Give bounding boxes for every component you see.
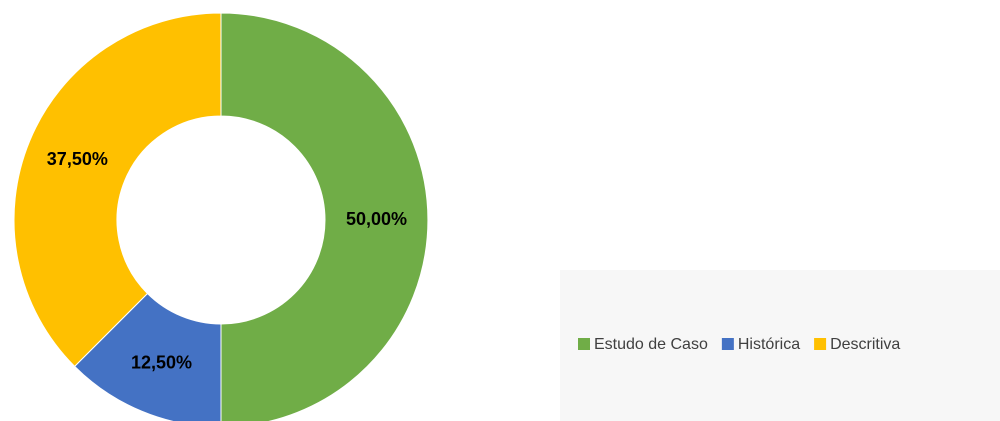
data-label: 50,00% (346, 209, 407, 229)
legend-box (560, 270, 1000, 421)
legend-label: Descritiva (830, 336, 900, 353)
legend-label: Estudo de Caso (594, 336, 708, 353)
data-label: 37,50% (47, 149, 108, 169)
legend-swatch (721, 338, 734, 350)
legend-label: Histórica (738, 336, 800, 353)
legend-swatch (814, 338, 827, 350)
donut-slice (13, 12, 222, 368)
legend-swatch (578, 338, 590, 350)
data-label: 12,50% (131, 352, 192, 372)
donut-slice (220, 12, 429, 421)
